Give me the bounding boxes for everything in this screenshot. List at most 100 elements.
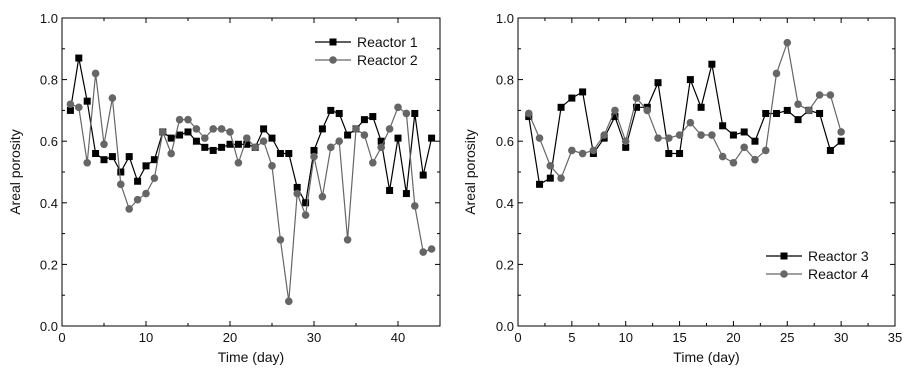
data-point xyxy=(394,103,402,112)
data-point xyxy=(557,174,565,182)
data-point xyxy=(794,100,802,109)
data-point xyxy=(150,156,158,164)
data-point xyxy=(815,91,824,99)
data-point xyxy=(209,125,217,133)
series-line xyxy=(528,40,842,180)
data-point xyxy=(675,131,684,139)
data-point xyxy=(83,158,91,167)
data-point xyxy=(773,109,781,117)
data-point xyxy=(557,103,565,111)
x-tick-label: 10 xyxy=(139,330,153,345)
legend-entry: Reactor 3 xyxy=(766,248,869,264)
data-point xyxy=(318,192,327,201)
legend-marker xyxy=(780,252,788,260)
x-tick-label: 5 xyxy=(568,330,575,345)
y-tick-label: 0.8 xyxy=(40,73,58,88)
data-point xyxy=(243,140,251,148)
data-point xyxy=(524,109,533,118)
data-point xyxy=(117,168,125,176)
series-line xyxy=(69,57,433,205)
x-tick-label: 20 xyxy=(223,330,237,345)
data-point xyxy=(419,171,427,179)
data-point xyxy=(268,162,276,170)
data-point xyxy=(184,128,192,136)
y-axis-title: Areal porosity xyxy=(7,129,23,215)
data-point xyxy=(167,134,175,142)
x-tick-label: 0 xyxy=(58,330,65,345)
data-point xyxy=(837,128,845,136)
data-point xyxy=(665,150,673,158)
data-point xyxy=(697,131,705,139)
data-point xyxy=(226,140,234,148)
legend-entry: Reactor 1 xyxy=(315,34,418,50)
data-point xyxy=(335,109,343,117)
data-point xyxy=(708,131,716,139)
data-point xyxy=(192,137,200,145)
data-point xyxy=(761,146,770,155)
data-point xyxy=(536,180,544,188)
data-point xyxy=(91,69,100,78)
data-point xyxy=(133,195,142,204)
data-point xyxy=(377,137,385,145)
y-tick-label: 0.8 xyxy=(496,73,514,88)
data-point xyxy=(665,134,673,142)
data-point xyxy=(75,103,83,112)
data-point xyxy=(794,116,802,124)
data-point xyxy=(676,150,684,158)
data-point xyxy=(142,189,150,198)
y-tick-label: 0.6 xyxy=(40,134,58,149)
x-tick-label: 15 xyxy=(672,330,686,345)
data-point xyxy=(386,186,394,194)
x-axis-title: Time (day) xyxy=(673,349,739,365)
data-point xyxy=(301,211,310,219)
data-point xyxy=(293,189,302,198)
x-tick-label: 30 xyxy=(834,330,848,345)
data-point xyxy=(578,149,587,158)
data-point xyxy=(201,143,209,151)
data-point xyxy=(643,106,652,115)
data-point xyxy=(826,146,834,154)
data-point xyxy=(302,199,310,207)
data-point xyxy=(783,38,792,47)
data-point xyxy=(243,134,251,142)
data-point xyxy=(816,109,824,117)
data-point xyxy=(150,174,159,182)
data-point xyxy=(293,183,301,191)
y-tick-label: 0.4 xyxy=(40,196,58,211)
data-point xyxy=(762,109,770,117)
series-reactor-1 xyxy=(66,54,436,207)
data-point xyxy=(234,140,242,148)
data-point xyxy=(276,235,285,244)
x-tick-label: 20 xyxy=(726,330,740,345)
data-point xyxy=(251,143,259,152)
data-point xyxy=(402,190,410,198)
legend-label: Reactor 4 xyxy=(808,266,869,282)
legend-marker xyxy=(329,56,337,64)
data-point xyxy=(568,94,576,102)
data-point xyxy=(327,143,335,152)
series-line xyxy=(70,73,432,302)
data-point xyxy=(327,106,335,114)
data-point xyxy=(740,143,748,152)
data-point xyxy=(209,146,217,154)
data-point xyxy=(600,131,608,139)
legend-label: Reactor 2 xyxy=(357,52,418,68)
data-point xyxy=(826,91,835,99)
x-tick-label: 25 xyxy=(780,330,794,345)
x-tick-label: 40 xyxy=(391,330,405,345)
data-point xyxy=(343,235,352,244)
data-point xyxy=(75,54,83,62)
data-point xyxy=(142,162,150,170)
y-axis-title: Areal porosity xyxy=(462,129,478,215)
data-point xyxy=(377,143,386,152)
data-point xyxy=(589,146,598,155)
series-reactor-4 xyxy=(524,38,845,182)
data-point xyxy=(632,94,641,102)
data-point xyxy=(260,125,268,133)
data-point xyxy=(369,158,377,167)
data-point xyxy=(360,131,369,139)
y-tick-label: 0.6 xyxy=(496,134,514,149)
legend-entry: Reactor 4 xyxy=(766,266,869,282)
data-point xyxy=(654,79,662,87)
data-point xyxy=(411,202,419,210)
